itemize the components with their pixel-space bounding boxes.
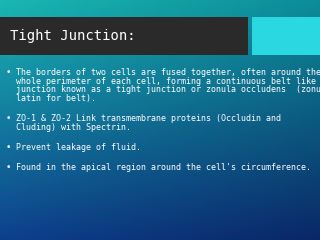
Text: Prevent leakage of fluid.: Prevent leakage of fluid.	[16, 143, 141, 152]
Text: ZO-1 & ZO-2 Link transmembrane proteins (Occludin and: ZO-1 & ZO-2 Link transmembrane proteins …	[16, 114, 281, 123]
Text: The borders of two cells are fused together, often around the: The borders of two cells are fused toget…	[16, 68, 320, 77]
Text: •: •	[6, 143, 12, 152]
Text: •: •	[6, 114, 12, 123]
Text: •: •	[6, 68, 12, 77]
Text: Tight Junction:: Tight Junction:	[10, 29, 136, 43]
Text: latin for belt).: latin for belt).	[16, 94, 96, 102]
Bar	[252, 17, 320, 55]
Text: Cluding) with Spectrin.: Cluding) with Spectrin.	[16, 122, 131, 132]
Text: Found in the apical region around the cell's circumference.: Found in the apical region around the ce…	[16, 163, 311, 173]
Text: junction known as a tight junction or zonula occludens  (zonula =: junction known as a tight junction or zo…	[16, 85, 320, 94]
Text: •: •	[6, 163, 12, 173]
Bar	[0, 17, 248, 55]
Text: whole perimeter of each cell, forming a continuous belt like: whole perimeter of each cell, forming a …	[16, 77, 316, 85]
